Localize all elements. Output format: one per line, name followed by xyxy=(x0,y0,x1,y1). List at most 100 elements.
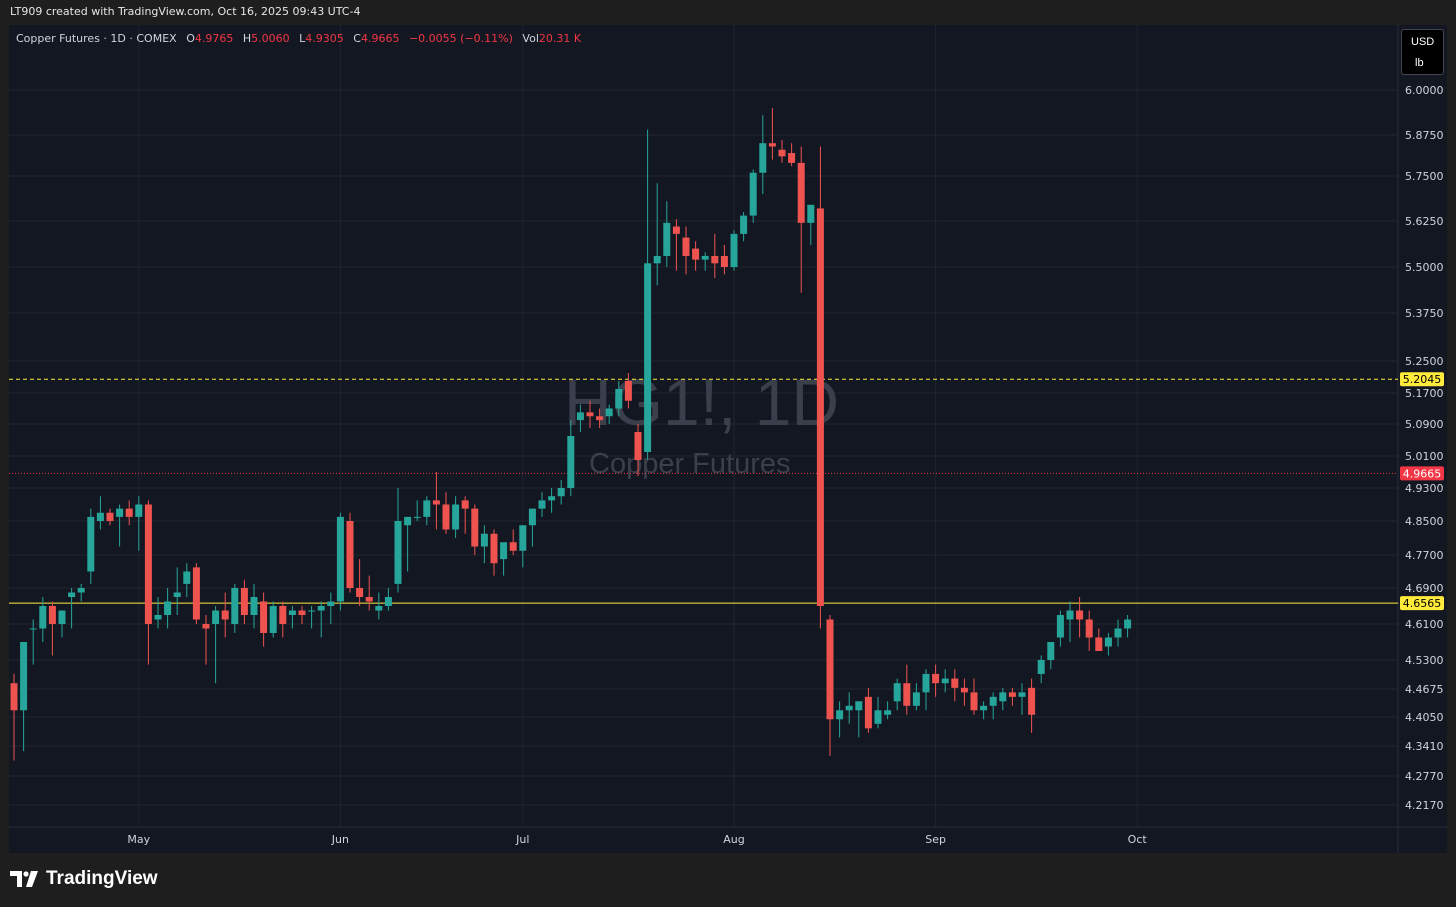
candle-body[interactable] xyxy=(1085,619,1093,638)
candle-body[interactable] xyxy=(1124,619,1132,629)
candle-body[interactable] xyxy=(144,504,152,625)
candle-body[interactable] xyxy=(432,500,440,505)
candle-body[interactable] xyxy=(240,588,248,615)
currency-unit-selector[interactable]: USD lb xyxy=(1401,29,1444,75)
candle-body[interactable] xyxy=(634,432,642,460)
candle-body[interactable] xyxy=(10,683,18,711)
candle-body[interactable] xyxy=(173,592,181,598)
candle-body[interactable] xyxy=(807,204,815,223)
candle-body[interactable] xyxy=(557,488,565,497)
candle-body[interactable] xyxy=(125,508,133,517)
candle-body[interactable] xyxy=(548,496,556,501)
candle-body[interactable] xyxy=(528,508,536,526)
candle-body[interactable] xyxy=(624,381,632,401)
candle-body[interactable] xyxy=(413,516,421,518)
candle-body[interactable] xyxy=(653,255,661,264)
candle-body[interactable] xyxy=(941,678,949,684)
candle-body[interactable] xyxy=(701,255,709,260)
candle-body[interactable] xyxy=(778,149,786,157)
candle-body[interactable] xyxy=(461,500,469,509)
candle-body[interactable] xyxy=(1076,610,1084,620)
candle-body[interactable] xyxy=(20,642,28,711)
candle-body[interactable] xyxy=(1104,637,1112,647)
candle-body[interactable] xyxy=(567,436,575,488)
candle-body[interactable] xyxy=(989,696,997,706)
candle-body[interactable] xyxy=(375,606,383,611)
candle-body[interactable] xyxy=(423,500,431,517)
candle-body[interactable] xyxy=(260,601,268,634)
candle-body[interactable] xyxy=(221,610,229,620)
candle-body[interactable] xyxy=(922,673,930,693)
candle-body[interactable] xyxy=(480,533,488,547)
candle-body[interactable] xyxy=(279,606,287,624)
candle-body[interactable] xyxy=(365,597,373,602)
candle-body[interactable] xyxy=(384,597,392,606)
chart-frame[interactable]: HG1!, 1D Copper Futures 6.0000 5.8750 5.7500… xyxy=(9,25,1447,853)
candle-body[interactable] xyxy=(903,683,911,706)
candlestick-chart[interactable]: HG1!, 1D Copper Futures 6.0000 5.8750 5.7500… xyxy=(9,25,1447,853)
candle-body[interactable] xyxy=(96,512,104,521)
candle-body[interactable] xyxy=(509,542,517,551)
candle-body[interactable] xyxy=(442,504,450,530)
candle-body[interactable] xyxy=(116,508,124,517)
candle-body[interactable] xyxy=(720,255,728,267)
candle-body[interactable] xyxy=(1056,615,1064,638)
candle-body[interactable] xyxy=(672,226,680,234)
candle-body[interactable] xyxy=(999,692,1007,702)
candle-body[interactable] xyxy=(471,508,479,547)
candle-body[interactable] xyxy=(202,624,210,629)
candle-body[interactable] xyxy=(980,705,988,711)
candle-body[interactable] xyxy=(1047,642,1055,660)
candle-body[interactable] xyxy=(759,143,767,173)
candle-body[interactable] xyxy=(298,610,306,616)
candle-body[interactable] xyxy=(212,610,220,625)
candle-body[interactable] xyxy=(519,525,527,551)
candle-body[interactable] xyxy=(490,533,498,564)
candle-body[interactable] xyxy=(87,516,95,572)
candle-body[interactable] xyxy=(893,683,901,702)
candle-body[interactable] xyxy=(605,408,613,417)
candle-body[interactable] xyxy=(356,588,364,597)
candle-body[interactable] xyxy=(452,504,460,530)
candle-body[interactable] xyxy=(48,606,56,624)
candle-body[interactable] xyxy=(586,412,594,417)
candle-body[interactable] xyxy=(1028,687,1036,715)
currency-label[interactable]: USD xyxy=(1411,36,1435,48)
candle-body[interactable] xyxy=(106,512,114,521)
candle-body[interactable] xyxy=(288,610,296,616)
candle-body[interactable] xyxy=(749,172,757,216)
candle-body[interactable] xyxy=(797,162,805,223)
candle-body[interactable] xyxy=(932,673,940,684)
candle-body[interactable] xyxy=(788,153,796,163)
candle-body[interactable] xyxy=(663,222,671,256)
candle-body[interactable] xyxy=(327,601,335,607)
candle-body[interactable] xyxy=(576,412,584,421)
candle-body[interactable] xyxy=(1066,610,1074,620)
candle-body[interactable] xyxy=(816,208,824,606)
candle-body[interactable] xyxy=(912,692,920,706)
candle-body[interactable] xyxy=(874,710,882,724)
candle-body[interactable] xyxy=(692,248,700,260)
candle-body[interactable] xyxy=(164,601,172,616)
candle-body[interactable] xyxy=(730,233,738,267)
candle-body[interactable] xyxy=(768,143,776,147)
candle-body[interactable] xyxy=(317,606,325,611)
candle-body[interactable] xyxy=(1018,692,1026,697)
candle-body[interactable] xyxy=(951,678,959,688)
candle-body[interactable] xyxy=(336,516,344,602)
candle-body[interactable] xyxy=(29,628,37,630)
candle-body[interactable] xyxy=(135,504,143,517)
candle-body[interactable] xyxy=(1095,637,1103,652)
candle-body[interactable] xyxy=(192,567,200,620)
candle-body[interactable] xyxy=(77,588,85,593)
candle-body[interactable] xyxy=(269,606,277,633)
candle-body[interactable] xyxy=(500,542,508,560)
candle-body[interactable] xyxy=(346,521,354,588)
candle-body[interactable] xyxy=(740,215,748,234)
candle-body[interactable] xyxy=(970,692,978,711)
candle-body[interactable] xyxy=(404,516,412,526)
tradingview-logo[interactable]: TradingView xyxy=(10,868,158,890)
candle-body[interactable] xyxy=(836,710,844,720)
candle-body[interactable] xyxy=(68,592,76,598)
candle-body[interactable] xyxy=(826,619,834,720)
